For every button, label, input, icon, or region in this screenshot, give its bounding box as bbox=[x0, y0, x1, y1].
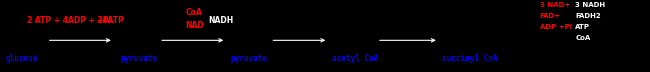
Text: 3 NAD+: 3 NAD+ bbox=[540, 2, 570, 8]
Text: glucose: glucose bbox=[5, 54, 38, 63]
Text: +4ATP: +4ATP bbox=[96, 16, 124, 25]
Text: ADP +Pi: ADP +Pi bbox=[540, 24, 572, 30]
Text: pyruvate: pyruvate bbox=[120, 54, 157, 63]
Text: CoA: CoA bbox=[575, 35, 590, 41]
Text: FAD+: FAD+ bbox=[540, 13, 560, 19]
Text: CoA: CoA bbox=[185, 8, 202, 17]
Text: pyruvate: pyruvate bbox=[231, 54, 268, 63]
Text: FADH2: FADH2 bbox=[575, 13, 601, 19]
Text: ATP: ATP bbox=[575, 24, 590, 30]
Text: NAD: NAD bbox=[185, 21, 204, 30]
Text: NADH: NADH bbox=[208, 16, 233, 25]
Text: acetyl CoA: acetyl CoA bbox=[332, 54, 378, 63]
Text: 3 NADH: 3 NADH bbox=[575, 2, 605, 8]
Text: 2 ATP + 4ADP + 2Pi: 2 ATP + 4ADP + 2Pi bbox=[27, 16, 111, 25]
Text: succinyl CoA: succinyl CoA bbox=[442, 54, 497, 63]
